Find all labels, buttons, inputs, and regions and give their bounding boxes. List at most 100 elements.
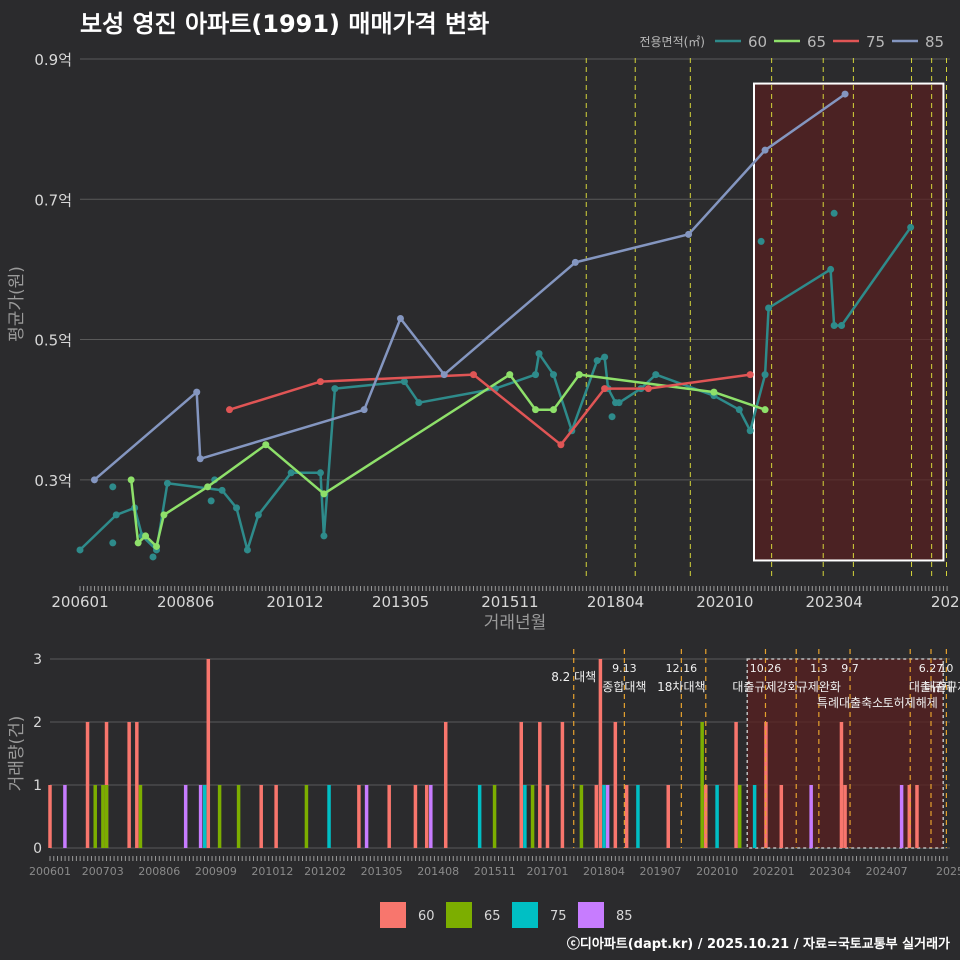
bar-60: [259, 785, 263, 848]
data-point-65: [262, 441, 270, 449]
bar-60: [519, 722, 524, 848]
legend-label-60: 60: [748, 33, 767, 51]
bar-75: [715, 785, 719, 848]
x-tick-label: 200806: [138, 865, 180, 878]
bar-75: [327, 785, 331, 848]
data-point-65: [127, 476, 135, 484]
data-point-85: [761, 146, 769, 154]
bar-65: [138, 785, 143, 848]
policy-label: 18차대책: [657, 679, 705, 694]
x-tick-label: 201511: [481, 593, 538, 611]
data-point-60: [320, 532, 328, 540]
data-point-65: [506, 371, 514, 379]
data-point-75: [644, 385, 652, 393]
volume-panel: 0 1 2 3 8.2 대책 9.13 종합대책 12.16 18차대책 10.26 대출규제강화 1…: [7, 649, 960, 878]
bar-60: [274, 785, 278, 848]
bar-85: [809, 785, 813, 848]
bar-75: [523, 785, 527, 848]
bar-60: [704, 785, 708, 848]
data-point-65: [204, 483, 212, 491]
bar-60: [915, 785, 919, 848]
policy-date-label: 6.27: [919, 662, 944, 675]
data-point-60: [615, 399, 623, 407]
y-tick-label: 0.5억: [34, 332, 72, 350]
x-tick-label: 202010: [696, 593, 753, 611]
legend-label-75: 75: [866, 33, 885, 51]
bar-60: [613, 722, 618, 848]
y-tick-label: 0.9억: [34, 51, 72, 69]
bar-75: [202, 785, 207, 848]
y-tick-label: 3: [33, 652, 42, 668]
bar-65: [492, 785, 497, 848]
bar-60: [135, 722, 139, 848]
bar-65: [700, 722, 704, 848]
policy-date-label: 10.26: [750, 662, 782, 675]
x-tick-label: 200909: [195, 865, 237, 878]
bar-60: [413, 785, 418, 848]
data-point-60: [316, 469, 324, 477]
x-tick-label: 201305: [372, 593, 429, 611]
bar-60: [624, 785, 629, 848]
x-tick-label: 201701: [526, 865, 568, 878]
bar-60: [357, 785, 361, 848]
x-tick-label: 201012: [266, 593, 323, 611]
policy-date-label: 12.16: [666, 662, 698, 675]
x-tick-label: 201907: [640, 865, 682, 878]
x-tick-label: 201804: [587, 593, 644, 611]
policy-date-label: 1.3: [810, 662, 828, 675]
bar-65: [101, 785, 105, 848]
data-point-65: [532, 406, 540, 414]
data-point-60: [827, 265, 835, 273]
bar-60: [48, 785, 52, 848]
data-point-65: [320, 490, 328, 498]
policy-label: 종합대책: [602, 679, 646, 694]
bar-60: [779, 785, 784, 848]
x-tick-label: 201012: [251, 865, 293, 878]
bar-85: [899, 785, 904, 848]
legend-title: 전용면적(㎡): [639, 35, 705, 49]
legend-swatch-85: [578, 902, 604, 928]
legend-label-60: 60: [418, 909, 435, 924]
data-point-60: [109, 483, 117, 491]
bar-60: [594, 785, 599, 848]
x-tick-label: 201511: [474, 865, 516, 878]
bar-65: [93, 785, 97, 848]
policy-date-label: 10: [939, 662, 953, 675]
data-point-60: [838, 322, 846, 330]
footer-credit: ⓒ디아파트(dapt.kr) / 2025.10.21 / 자료=국토교통부 실…: [566, 937, 950, 952]
y-tick-label: 1: [33, 778, 42, 794]
x-tick-label: 2025: [931, 593, 960, 611]
x-tick-label: 200601: [29, 865, 71, 878]
data-point-60: [532, 371, 540, 379]
data-point-60: [535, 350, 543, 358]
data-point-60: [830, 322, 838, 330]
legend-label-85: 85: [616, 909, 633, 924]
data-point-65: [142, 532, 150, 540]
bar-60: [127, 722, 131, 848]
data-point-75: [316, 378, 324, 386]
bar-60: [443, 722, 448, 848]
data-point-60: [218, 486, 226, 494]
data-point-60: [233, 504, 241, 512]
bar-75: [752, 785, 757, 848]
data-point-75: [226, 406, 234, 414]
bar-65: [530, 785, 535, 848]
data-point-85: [196, 455, 204, 463]
data-point-60: [331, 385, 339, 393]
policy-date-label: 9.13: [612, 662, 637, 675]
data-point-65: [134, 539, 142, 547]
bar-65: [304, 785, 309, 848]
policy-label: 대출규제: [909, 680, 953, 694]
data-point-75: [557, 441, 565, 449]
bar-60: [85, 722, 90, 848]
legend-swatch-65: [446, 902, 472, 928]
legend-swatch-60: [380, 902, 406, 928]
bar-60: [734, 722, 738, 848]
bar-60: [545, 785, 550, 848]
y-axis-label: 평균가(원): [7, 266, 27, 342]
data-point-65: [761, 406, 769, 414]
y-axis-label: 거래량(건): [7, 716, 27, 792]
bar-60: [538, 722, 542, 848]
bar-65: [579, 785, 584, 848]
data-point-60: [149, 553, 157, 561]
